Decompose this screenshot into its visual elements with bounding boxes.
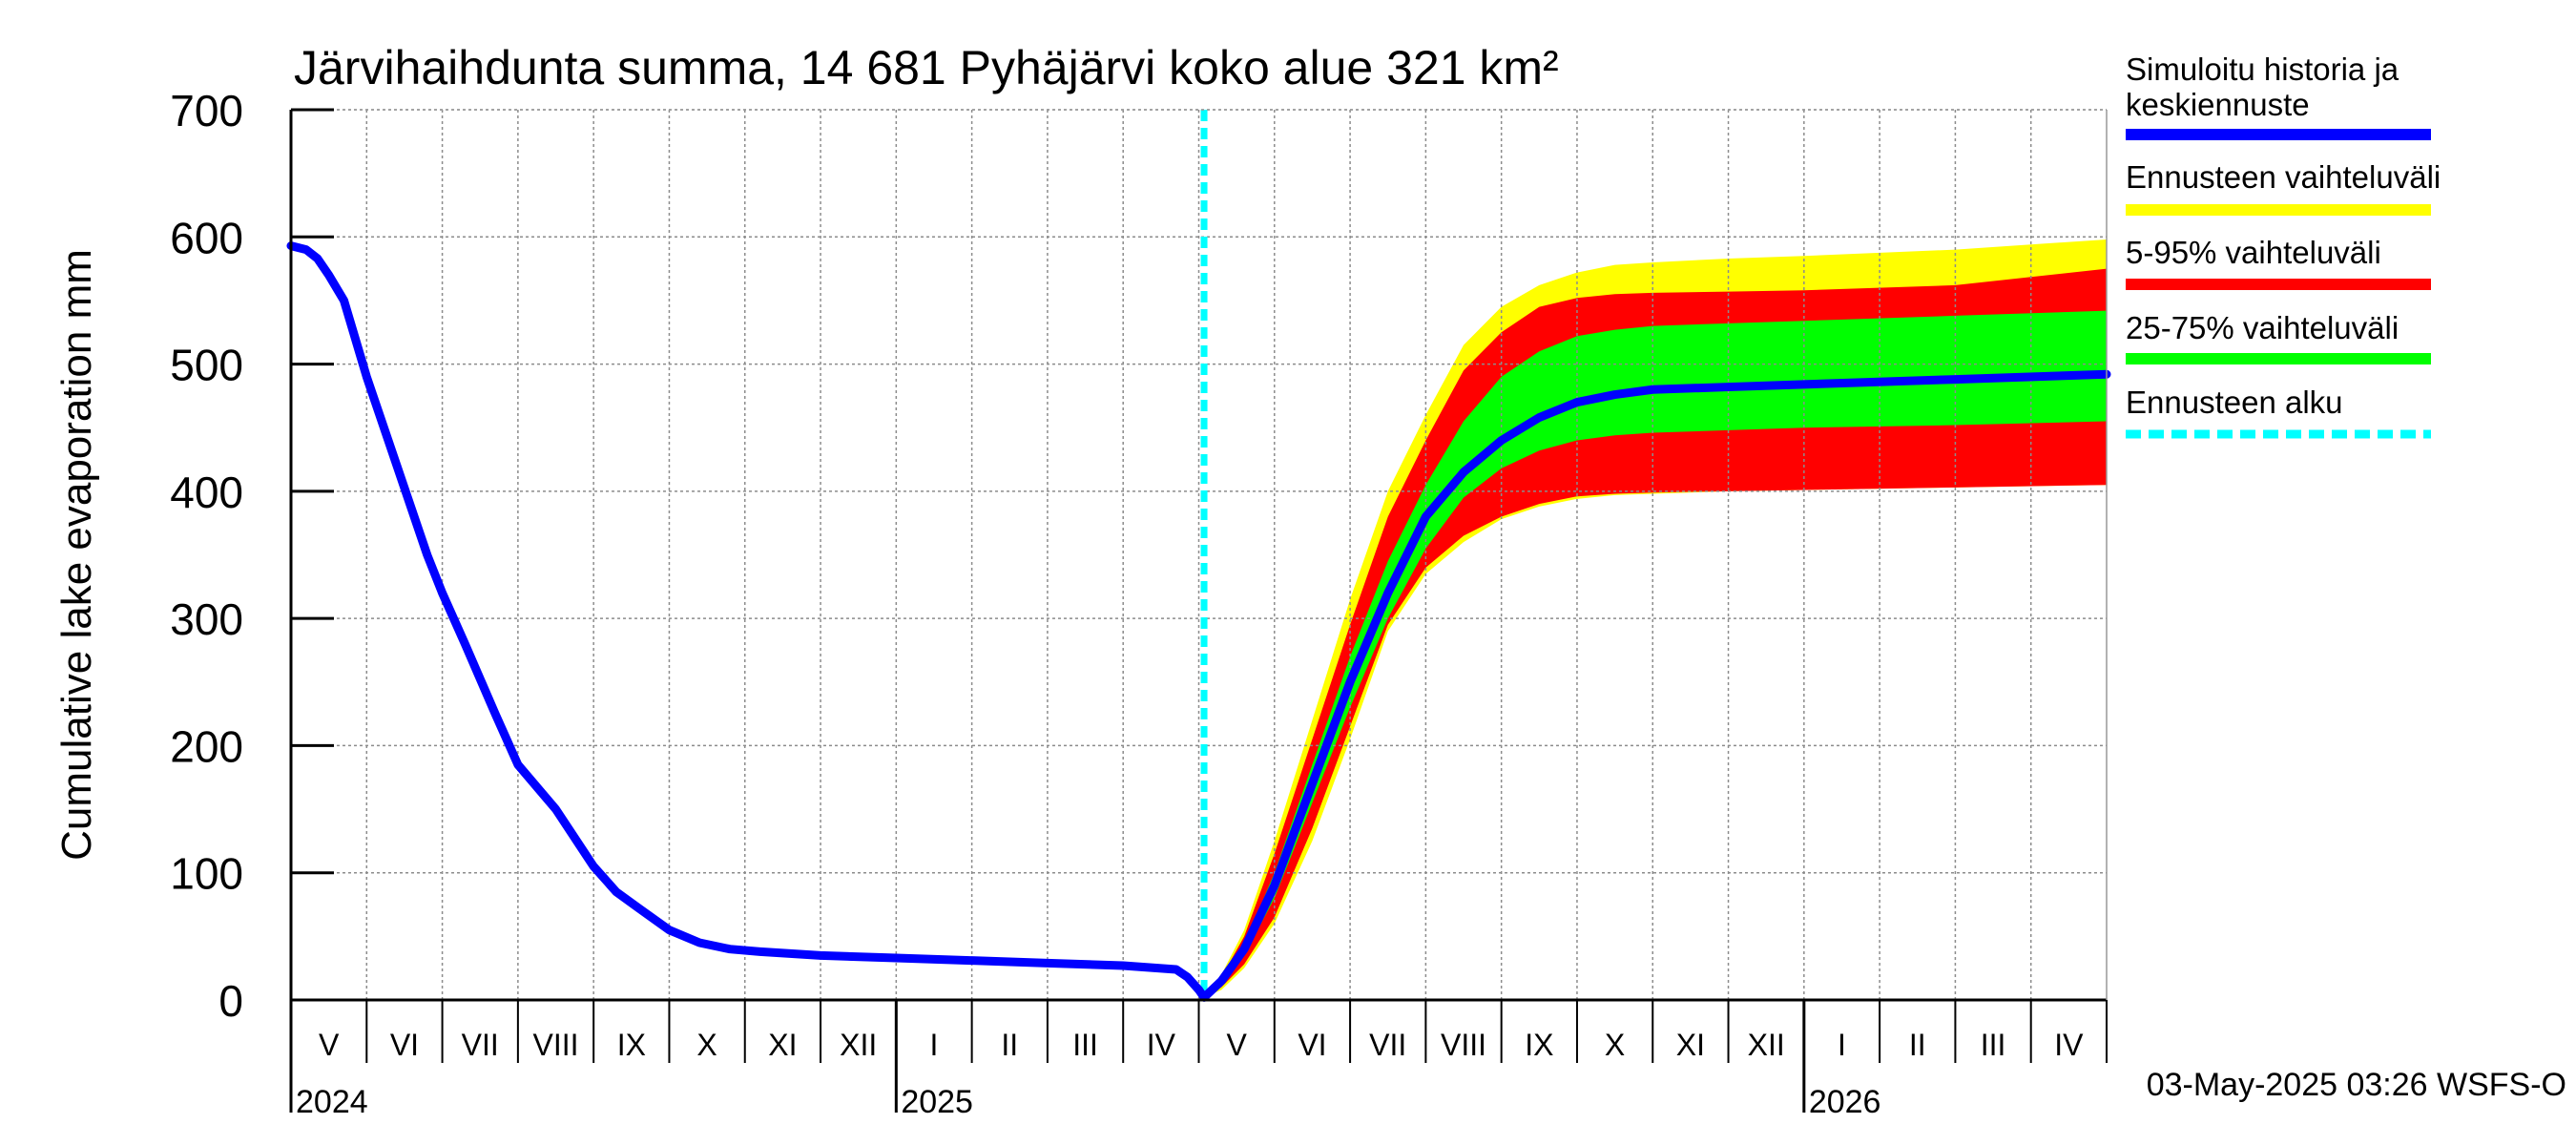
x-month-label: IX bbox=[1525, 1028, 1553, 1062]
y-tick-label: 100 bbox=[170, 849, 243, 899]
x-year-label: 2026 bbox=[1809, 1084, 1881, 1120]
x-month-label: VIII bbox=[533, 1028, 579, 1062]
grid bbox=[291, 109, 2107, 1000]
x-year-label: 2024 bbox=[296, 1084, 368, 1120]
x-month-label: V bbox=[319, 1028, 340, 1062]
band-25-75-vaihteluv-li bbox=[1204, 310, 2107, 998]
legend: Simuloitu historia ja keskiennuste Ennuste… bbox=[2126, 52, 2441, 439]
forecast-bands bbox=[1204, 239, 2107, 998]
legend-label-line: Simuloitu historia ja bbox=[2126, 52, 2399, 87]
x-month-label: X bbox=[1605, 1028, 1625, 1062]
x-month-label: II bbox=[1001, 1028, 1018, 1062]
x-month-label: IV bbox=[2054, 1028, 2084, 1062]
x-month-label: XI bbox=[1676, 1028, 1705, 1062]
legend-label: Ennusteen vaihteluväli bbox=[2126, 159, 2441, 195]
x-month-label: X bbox=[696, 1028, 717, 1062]
x-month-label: IX bbox=[617, 1028, 646, 1062]
chart-title: Järvihaihdunta summa, 14 681 Pyhäjärvi k… bbox=[294, 41, 1559, 94]
series-lines bbox=[286, 110, 2111, 1002]
y-tick-label: 300 bbox=[170, 594, 243, 644]
y-tick-label: 500 bbox=[170, 341, 243, 390]
legend-label: 25-75% vaihteluväli bbox=[2126, 310, 2399, 345]
x-month-label: XI bbox=[768, 1028, 797, 1062]
x-month-label: I bbox=[930, 1028, 939, 1062]
x-month-label: VI bbox=[1298, 1028, 1326, 1062]
y-tick-label: 0 bbox=[218, 976, 243, 1026]
x-year-label: 2025 bbox=[901, 1084, 973, 1120]
x-month-label: VIII bbox=[1441, 1028, 1486, 1062]
y-axis-label: Cumulative lake evaporation mm bbox=[53, 249, 100, 861]
x-month-label: II bbox=[1909, 1028, 1926, 1062]
x-month-label: XII bbox=[840, 1028, 877, 1062]
series-line-mean bbox=[286, 241, 2111, 1002]
legend-label-mean: Simuloitu historia ja keskiennuste bbox=[2126, 52, 2399, 122]
footer-timestamp: 03-May-2025 03:26 WSFS-O bbox=[2147, 1067, 2566, 1103]
y-tick-label: 200 bbox=[170, 721, 243, 771]
band-5-95-vaihteluv-li bbox=[1204, 268, 2107, 998]
x-month-label: V bbox=[1226, 1028, 1247, 1062]
x-month-label: III bbox=[1981, 1028, 2006, 1062]
legend-label: Ennusteen alku bbox=[2126, 385, 2343, 420]
x-month-label: III bbox=[1072, 1028, 1098, 1062]
x-month-label: IV bbox=[1147, 1028, 1176, 1062]
x-month-label: VI bbox=[390, 1028, 419, 1062]
x-month-label: VII bbox=[462, 1028, 499, 1062]
x-month-label: VII bbox=[1369, 1028, 1406, 1062]
y-tick-label: 600 bbox=[170, 213, 243, 262]
x-month-label: XII bbox=[1748, 1028, 1785, 1062]
y-tick-label: 400 bbox=[170, 468, 243, 517]
y-tick-label: 700 bbox=[170, 86, 243, 135]
legend-label-line: keskiennuste bbox=[2126, 87, 2310, 122]
x-month-label: I bbox=[1838, 1028, 1846, 1062]
legend-label: 5-95% vaihteluväli bbox=[2126, 235, 2381, 270]
axes bbox=[289, 108, 2108, 1113]
